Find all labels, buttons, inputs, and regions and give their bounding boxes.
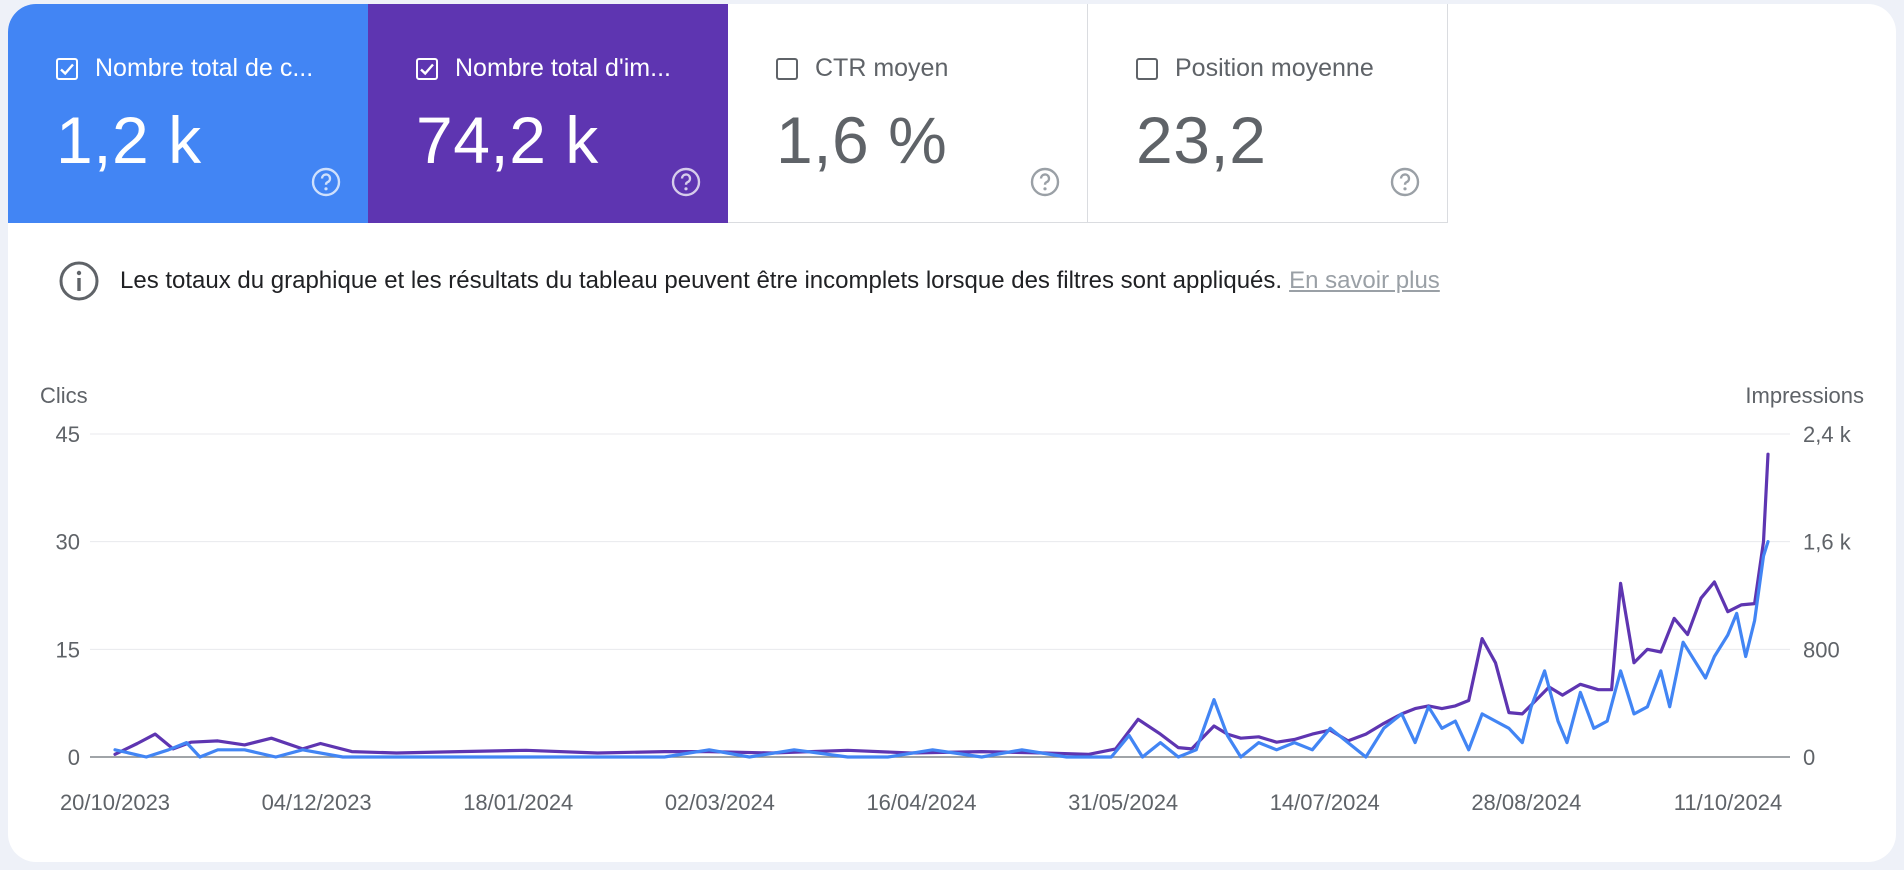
tile-value: 23,2 <box>1136 103 1267 177</box>
checkbox-checked-icon[interactable] <box>416 57 438 80</box>
tile-label: Nombre total d'im... <box>455 54 671 82</box>
left-tick-label: 45 <box>56 422 80 447</box>
learn-more-link[interactable]: En savoir plus <box>1289 267 1440 294</box>
info-icon <box>59 261 99 301</box>
x-tick-label: 11/10/2024 <box>1674 790 1782 815</box>
tile-value: 1,2 k <box>56 103 202 177</box>
tile-label: Nombre total de c... <box>95 54 314 82</box>
left-tick-label: 0 <box>68 745 80 770</box>
notice-text: Les totaux du graphique et les résultats… <box>120 267 1283 294</box>
tile-value: 74,2 k <box>416 103 599 177</box>
right-tick-label: 1,6 k <box>1803 530 1852 555</box>
tile-header: Nombre total d'im... <box>416 54 671 83</box>
clicks-series-line <box>113 540 1770 759</box>
performance-card: Nombre total de c... 1,2 k Nombre total … <box>8 4 1896 862</box>
tile-average-position[interactable]: Position moyenne 23,2 <box>1088 4 1448 223</box>
x-tick-label: 18/01/2024 <box>463 790 573 815</box>
help-icon[interactable] <box>670 166 702 198</box>
right-tick-label: 2,4 k <box>1803 422 1852 447</box>
x-tick-label: 02/03/2024 <box>665 790 775 815</box>
performance-chart: 0 0 15 800 30 1,6 k 45 2,4 k Clics Impressions 20/… <box>40 383 1864 815</box>
checkbox-unchecked-icon[interactable] <box>776 57 798 80</box>
right-axis-title: Impressions <box>1745 383 1864 408</box>
left-tick-label: 15 <box>56 637 80 662</box>
tile-header: Position moyenne <box>1136 54 1374 83</box>
x-tick-label: 04/12/2023 <box>262 790 372 815</box>
right-tick-label: 800 <box>1803 637 1840 662</box>
tile-value: 1,6 % <box>776 103 948 177</box>
left-tick-label: 30 <box>56 530 80 555</box>
left-axis-title: Clics <box>40 383 88 408</box>
x-tick-label: 14/07/2024 <box>1270 790 1380 815</box>
impressions-series-line <box>113 452 1770 756</box>
tile-header: CTR moyen <box>776 54 948 83</box>
x-tick-label: 31/05/2024 <box>1068 790 1178 815</box>
tile-header: Nombre total de c... <box>56 54 313 83</box>
checkbox-checked-icon[interactable] <box>56 57 78 80</box>
checkbox-unchecked-icon[interactable] <box>1136 57 1158 80</box>
help-icon[interactable] <box>310 166 342 198</box>
tile-total-impressions[interactable]: Nombre total d'im... 74,2 k <box>368 4 728 223</box>
metric-tiles: Nombre total de c... 1,2 k Nombre total … <box>8 4 1448 223</box>
tile-average-ctr[interactable]: CTR moyen 1,6 % <box>728 4 1088 223</box>
tile-label: CTR moyen <box>815 54 949 82</box>
filter-notice: Les totaux du graphique et les résultats… <box>58 260 1440 302</box>
right-tick-label: 0 <box>1803 745 1815 770</box>
x-tick-label: 28/08/2024 <box>1471 790 1581 815</box>
x-tick-label: 20/10/2023 <box>60 790 170 815</box>
help-icon[interactable] <box>1029 166 1061 198</box>
x-tick-label: 16/04/2024 <box>866 790 976 815</box>
tile-total-clicks[interactable]: Nombre total de c... 1,2 k <box>8 4 368 223</box>
tile-label: Position moyenne <box>1175 54 1374 82</box>
help-icon[interactable] <box>1389 166 1421 198</box>
